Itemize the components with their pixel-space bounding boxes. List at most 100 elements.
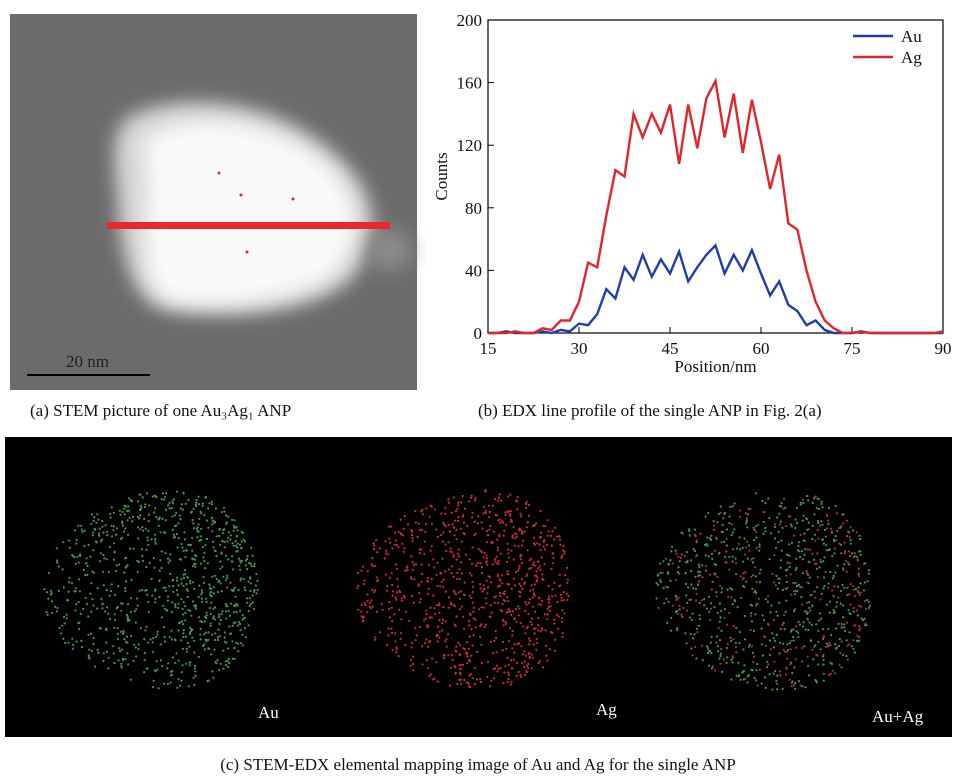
map-dot — [141, 559, 144, 563]
map-dot — [469, 673, 472, 676]
map-dot — [698, 601, 701, 605]
map-dot — [384, 573, 387, 576]
map-dot — [542, 666, 545, 669]
map-dot — [719, 654, 722, 658]
map-dot — [774, 523, 777, 526]
map-dot — [749, 508, 752, 511]
map-dot — [459, 590, 463, 593]
map-dot — [514, 608, 518, 611]
map-dot — [804, 539, 807, 543]
map-dot — [730, 639, 733, 642]
map-dot — [758, 543, 761, 546]
map-dot — [789, 573, 792, 576]
map-dot — [695, 657, 698, 660]
map-dot — [373, 638, 377, 641]
map-dot — [776, 614, 779, 617]
map-dot — [61, 568, 64, 571]
map-dot — [159, 659, 163, 662]
mapping-image — [5, 437, 952, 737]
map-dot — [474, 626, 477, 629]
map-dot — [711, 665, 715, 668]
map-dot — [239, 568, 242, 571]
map-dot — [62, 586, 65, 589]
map-dot — [239, 559, 242, 562]
map-dot — [506, 582, 509, 586]
map-dot — [837, 596, 840, 599]
map-dot — [696, 583, 700, 587]
map-dot — [57, 565, 60, 568]
map-dot — [73, 529, 76, 532]
map-dot — [180, 679, 183, 682]
map-dot — [72, 643, 75, 647]
map-dot — [826, 645, 830, 648]
map-dot — [535, 637, 538, 641]
map-dot — [518, 564, 521, 568]
map-dot — [126, 519, 129, 522]
map-dot — [182, 635, 185, 639]
map-dot — [225, 605, 228, 608]
map-dot — [387, 553, 390, 556]
map-dot — [394, 596, 397, 599]
map-dot — [373, 544, 376, 547]
map-dot — [93, 516, 96, 519]
map-dot — [241, 633, 244, 637]
map-dot — [151, 641, 154, 644]
map-dot — [191, 581, 194, 584]
map-dot — [207, 631, 210, 634]
map-dot — [847, 530, 850, 534]
map-dot — [788, 543, 791, 546]
map-dot — [199, 535, 202, 538]
map-dot — [848, 612, 851, 615]
map-dot — [675, 629, 679, 632]
map-dot — [239, 629, 242, 632]
map-dot — [454, 671, 457, 674]
map-dot — [405, 610, 408, 613]
map-dot — [773, 537, 777, 540]
map-dot — [481, 590, 484, 593]
map-dot — [170, 629, 173, 632]
map-dot — [453, 591, 456, 594]
map-dot — [192, 527, 195, 530]
map-dot — [822, 542, 825, 545]
map-dot — [504, 665, 507, 668]
map-dot — [145, 565, 148, 569]
map-dot — [147, 610, 150, 614]
map-dot — [455, 558, 458, 561]
map-dot — [428, 616, 431, 619]
map-dot — [659, 562, 662, 565]
map-dot — [166, 557, 170, 560]
map-dot — [434, 612, 437, 615]
map-dot — [151, 686, 154, 689]
map-dot — [472, 585, 475, 589]
map-dot — [253, 590, 256, 593]
map-dot — [356, 587, 359, 590]
map-dot — [755, 536, 758, 539]
map-dot — [853, 624, 856, 627]
map-dot — [516, 661, 519, 665]
map-dot — [426, 579, 429, 582]
map-dot — [527, 666, 530, 670]
map-dot — [545, 543, 548, 547]
map-dot — [96, 607, 99, 610]
map-dot — [823, 556, 826, 559]
map-dot — [521, 544, 524, 547]
map-dot — [177, 606, 180, 610]
map-dot — [459, 644, 462, 647]
map-dot — [240, 577, 243, 580]
map-dot — [239, 579, 242, 582]
map-dot — [397, 530, 400, 534]
map-dot — [104, 610, 107, 613]
map-dot — [744, 638, 747, 641]
map-dot — [857, 586, 860, 589]
map-dot — [234, 540, 237, 543]
map-dot — [698, 565, 701, 569]
map-dot — [830, 527, 833, 530]
map-dot — [81, 530, 84, 533]
map-dot — [491, 504, 494, 507]
map-dot — [241, 531, 245, 535]
map-dot — [538, 565, 541, 568]
map-dot — [247, 580, 250, 583]
map-dot — [198, 517, 201, 520]
map-dot — [553, 618, 556, 621]
map-dot — [447, 633, 450, 636]
